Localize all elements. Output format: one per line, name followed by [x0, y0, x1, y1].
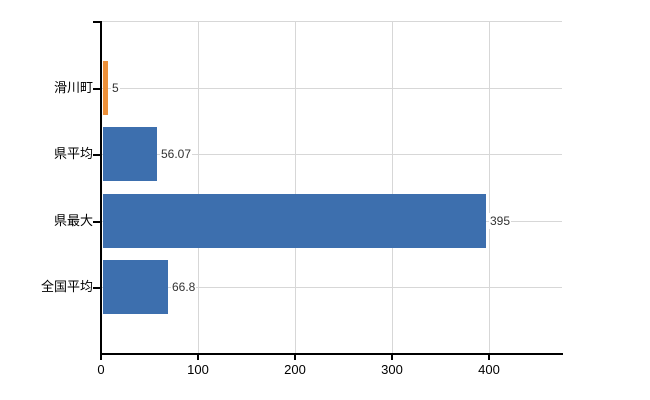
- bar: [103, 194, 486, 248]
- category-label: 県最大: [53, 213, 93, 228]
- horizontal-gridline: [102, 88, 562, 89]
- horizontal-gridline: [102, 154, 562, 155]
- horizontal-gridline: [102, 287, 562, 288]
- bar-value-label: 395: [489, 213, 512, 229]
- x-tick: [294, 355, 296, 360]
- bar-value-label: 56.07: [160, 146, 193, 162]
- plot-top-border: [102, 21, 562, 22]
- category-tick: [93, 88, 101, 90]
- x-tick-label: 300: [381, 362, 403, 377]
- bar: [103, 260, 168, 314]
- vertical-gridline: [392, 21, 393, 353]
- vertical-gridline: [198, 21, 199, 353]
- bar-value-label: 5: [111, 80, 120, 96]
- vertical-gridline: [489, 21, 490, 353]
- category-label: 県平均: [53, 146, 93, 161]
- x-axis-line: [100, 353, 563, 355]
- vertical-gridline: [295, 21, 296, 353]
- category-label: 滑川町: [53, 80, 93, 95]
- category-tick: [93, 287, 101, 289]
- bar: [103, 61, 108, 115]
- category-tick: [93, 221, 101, 223]
- x-tick-label: 200: [284, 362, 306, 377]
- x-tick-label: 100: [187, 362, 209, 377]
- x-tick-label: 0: [97, 362, 105, 377]
- category-tick: [93, 154, 101, 156]
- x-tick: [391, 355, 393, 360]
- y-axis-line: [100, 21, 102, 355]
- bar-value-label: 66.8: [171, 279, 197, 295]
- x-tick: [488, 355, 490, 360]
- x-tick-label: 400: [478, 362, 500, 377]
- category-label: 全国平均: [40, 279, 93, 294]
- x-tick: [100, 355, 102, 360]
- bar: [103, 127, 157, 181]
- y-axis-top-tick: [93, 21, 101, 23]
- x-tick: [197, 355, 199, 360]
